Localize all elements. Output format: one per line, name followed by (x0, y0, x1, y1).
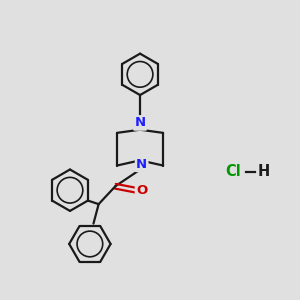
Text: N: N (136, 158, 147, 171)
Text: N: N (134, 116, 146, 129)
Text: O: O (136, 184, 147, 197)
Text: H: H (257, 164, 270, 179)
Text: Cl: Cl (226, 164, 242, 179)
